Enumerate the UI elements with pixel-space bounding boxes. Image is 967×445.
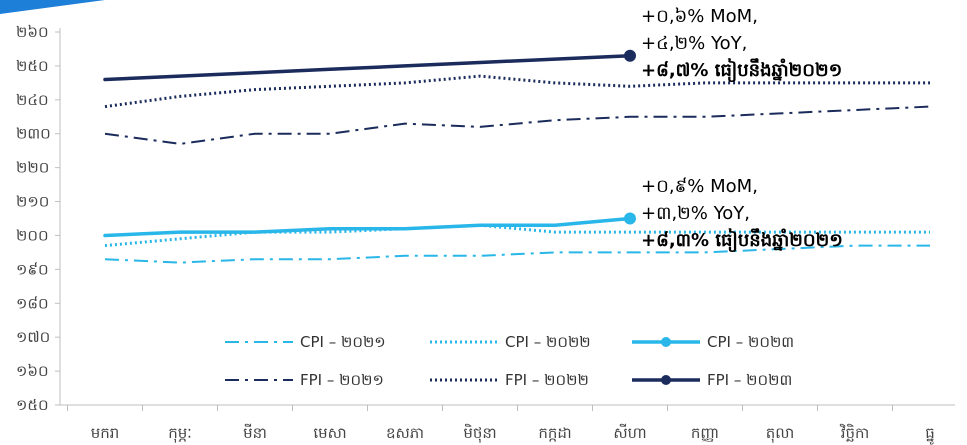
x-tick-label: ឧសភា	[386, 424, 424, 442]
series-line	[103, 53, 632, 82]
x-tick-label: មិថុនា	[463, 423, 496, 443]
legend-label: CPI – ២០២២	[505, 333, 591, 351]
y-tick-label: ២២០	[16, 159, 49, 177]
series-line	[103, 216, 632, 238]
x-tick-label: កញ្ញា	[691, 424, 719, 442]
legend: CPI – ២០២១ CPI – ២០២២ CPI – ២០២៣ FPI – ២០២១…	[225, 333, 794, 389]
legend-label: FPI – ២០២៣	[707, 371, 792, 389]
x-tick-label: កុម្ភៈ	[168, 424, 192, 443]
x-tick-label: ធ្នូ	[925, 424, 935, 445]
y-tick-label: ១៩០	[16, 260, 49, 278]
x-axis: មករា កុម្ភៈ មីនា មេសា ឧសភា មិថុនា កក្កដា សីហា កញ…	[60, 404, 955, 445]
y-tick-label: ១៥០	[16, 396, 49, 414]
y-tick-label: ២១០	[16, 193, 49, 211]
y-tick-label: ១៨០	[16, 294, 49, 312]
x-tick-label: មីនា	[243, 423, 267, 442]
annotation-text: +៨,៣% ធៀបនឹងឆ្នាំ២០២១	[641, 228, 843, 253]
legend-label: FPI – ២០២១	[300, 371, 384, 389]
legend-label: CPI – ២០២១	[300, 333, 386, 351]
annotation-text: +០,៩% MoM,	[641, 176, 758, 197]
series-line	[104, 105, 931, 145]
y-tick-label: ១៦០	[16, 362, 49, 380]
y-tick-label: ២៦០	[16, 23, 49, 41]
series-end-marker	[624, 49, 636, 62]
x-tick-label: តុលា	[766, 424, 795, 443]
x-tick-label: មករា	[91, 424, 120, 442]
y-tick-label: ២៥០	[16, 57, 49, 75]
y-tick-label: ២៤០	[16, 91, 49, 109]
annotation-text: +៣,២% YoY,	[641, 203, 750, 224]
corner-accent-icon	[0, 0, 105, 14]
series-layer	[103, 49, 931, 264]
series-end-marker	[624, 212, 636, 225]
legend-marker	[661, 375, 671, 385]
x-tick-label: កក្កដា	[538, 424, 571, 442]
annotation-text: +៤,២% YoY,	[641, 33, 747, 54]
y-tick-label: ២០០	[16, 226, 49, 244]
x-tick-label: វិច្ឆិកា	[839, 423, 869, 442]
legend-marker	[661, 337, 671, 347]
annotation-layer: +០,៦% MoM, +៤,២% YoY, +៨,៧% ធៀបនឹងឆ្នាំ២០២…	[641, 6, 843, 253]
legend-label: FPI – ២០២២	[505, 371, 589, 389]
legend-label: CPI – ២០២៣	[707, 333, 794, 351]
x-tick-label: សីហា	[613, 423, 646, 442]
y-tick-label: ១៧០	[16, 328, 50, 346]
y-tick-label: ២៣០	[16, 125, 51, 143]
x-tick-label: មេសា	[313, 424, 346, 442]
annotation-text: +៨,៧% ធៀបនឹងឆ្នាំ២០២១	[641, 58, 842, 83]
annotation-text: +០,៦% MoM,	[641, 6, 758, 27]
series-line	[104, 244, 930, 264]
